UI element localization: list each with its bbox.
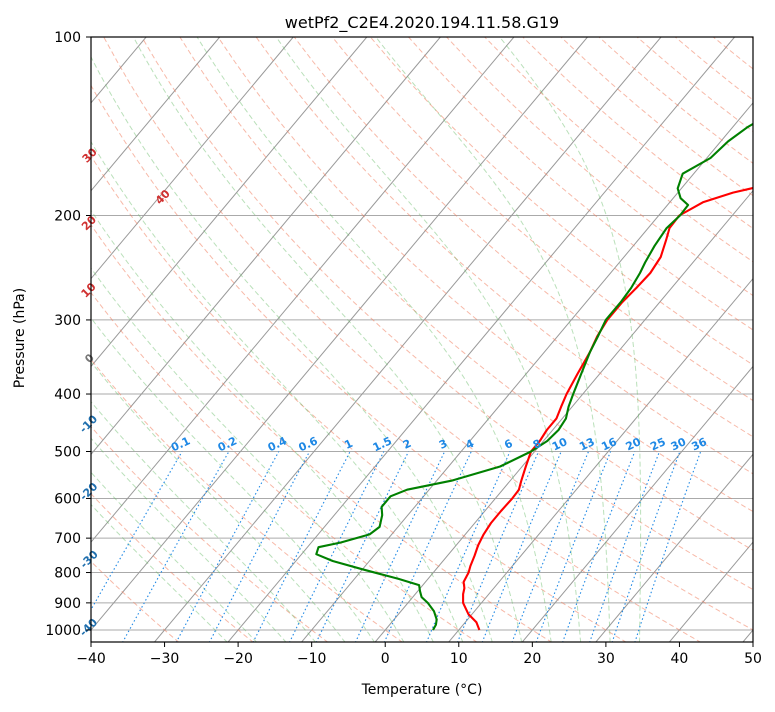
y-tick-label: 700: [54, 531, 81, 547]
mixing-ratio-line: [289, 452, 383, 643]
x-tick-label: −20: [223, 651, 253, 667]
plot-frame: [91, 37, 753, 642]
dry-adiabat-line: [713, 37, 775, 643]
isotherm-line: [154, 37, 661, 643]
y-tick-label: 1000: [45, 623, 81, 639]
mixing-ratio-line: [384, 452, 471, 643]
x-tick-label: 40: [671, 651, 689, 667]
isotherm-line: [0, 37, 367, 643]
isotherm-line: [0, 37, 293, 643]
y-tick-label: 800: [54, 566, 81, 582]
moist-adiabat-line: [0, 37, 345, 643]
mixing-ratio-label: 3: [437, 437, 449, 452]
dry-adiabat-line: [0, 37, 328, 643]
moist-adiabat-line: [38, 37, 464, 643]
isotherm-line: [0, 37, 440, 643]
dry-adiabat-line: [637, 37, 775, 643]
mixing-ratio-line: [209, 452, 309, 643]
y-axis-label: Pressure (hPa): [12, 288, 28, 388]
mixing-ratio-line: [176, 452, 279, 643]
mixing-ratio-line: [72, 452, 182, 643]
y-tick-label: 600: [54, 491, 81, 507]
y-tick-label: 300: [54, 313, 81, 329]
isotherm-line: [0, 37, 73, 643]
x-tick-label: −30: [150, 651, 180, 667]
mixing-ratio-label: 4: [464, 437, 477, 452]
dry-adiabat-line: [447, 37, 775, 643]
dry-adiabat-line: [675, 37, 775, 643]
mixing-ratio-label: 16: [599, 435, 619, 453]
mixing-ratio-line: [612, 452, 680, 643]
dry-adiabat-line: [0, 37, 478, 643]
mixing-ratio-label: 25: [648, 435, 667, 453]
x-tick-label: 0: [381, 651, 390, 667]
x-tick-label: 10: [450, 651, 468, 667]
x-tick-label: 20: [523, 651, 541, 667]
dry-adiabat-label: -10: [77, 412, 100, 435]
dry-adiabat-label: 10: [79, 280, 99, 300]
mixing-ratio-label: 10: [550, 435, 570, 453]
isotherm-line: [669, 37, 775, 643]
x-tick-label: −10: [297, 651, 327, 667]
y-tick-label: 200: [54, 209, 81, 225]
mixing-ratio-line: [563, 452, 635, 643]
x-tick-label: −40: [76, 651, 106, 667]
dry-adiabat-line: [0, 37, 403, 643]
chart-title: wetPf2_C2E4.2020.194.11.58.G19: [285, 13, 559, 33]
isotherm-line: [7, 37, 514, 643]
mixing-ratio-label: 13: [577, 435, 596, 453]
moist-adiabat-line: [0, 37, 404, 643]
dry-adiabat-line: [104, 37, 775, 643]
mixing-ratio-label: 36: [690, 435, 710, 453]
dry-adiabat-line: [561, 37, 775, 643]
mixing-ratio-label: 30: [669, 435, 689, 453]
background-lines: [0, 37, 775, 643]
y-tick-label: 900: [54, 596, 81, 612]
dry-adiabat-line: [370, 37, 775, 643]
mixing-ratio-label: 2: [401, 437, 413, 452]
dry-adiabat-line: [409, 37, 775, 643]
dry-adiabat-label: 40: [153, 187, 173, 207]
mixing-ratio-line: [253, 452, 350, 643]
dry-adiabat-line: [180, 37, 775, 643]
isotherm-line: [448, 37, 775, 643]
dry-adiabat-line: [218, 37, 775, 643]
dry-adiabat-label: -30: [78, 548, 101, 571]
mixing-ratio-label: 6: [502, 437, 515, 452]
moist-adiabat-line: [0, 37, 257, 643]
moist-adiabat-line: [197, 37, 551, 643]
dry-adiabat-line: [332, 37, 775, 643]
moist-adiabat-line: [133, 37, 521, 643]
isotherm-line: [522, 37, 775, 643]
x-tick-label: 30: [597, 651, 615, 667]
x-tick-label: 50: [744, 651, 762, 667]
mixing-ratio-line: [512, 452, 589, 643]
dry-adiabat-label: 30: [80, 145, 100, 165]
dry-adiabat-line: [0, 37, 552, 643]
moist-adiabat-line: [81, 37, 492, 643]
dry-adiabat-line: [751, 37, 775, 643]
temperature-profile-line: [463, 37, 775, 630]
mixing-ratio-label: 1: [342, 437, 354, 452]
mixing-ratio-line: [590, 452, 660, 643]
y-tick-label: 100: [54, 30, 81, 46]
y-tick-label: 500: [54, 444, 81, 460]
mixing-ratio-line: [123, 452, 229, 643]
dry-adiabat-line: [485, 37, 775, 643]
mixing-ratio-label: 20: [624, 435, 644, 453]
x-axis-label: Temperature (°C): [361, 682, 483, 698]
y-tick-label: 400: [54, 387, 81, 403]
dry-adiabat-line: [523, 37, 775, 643]
